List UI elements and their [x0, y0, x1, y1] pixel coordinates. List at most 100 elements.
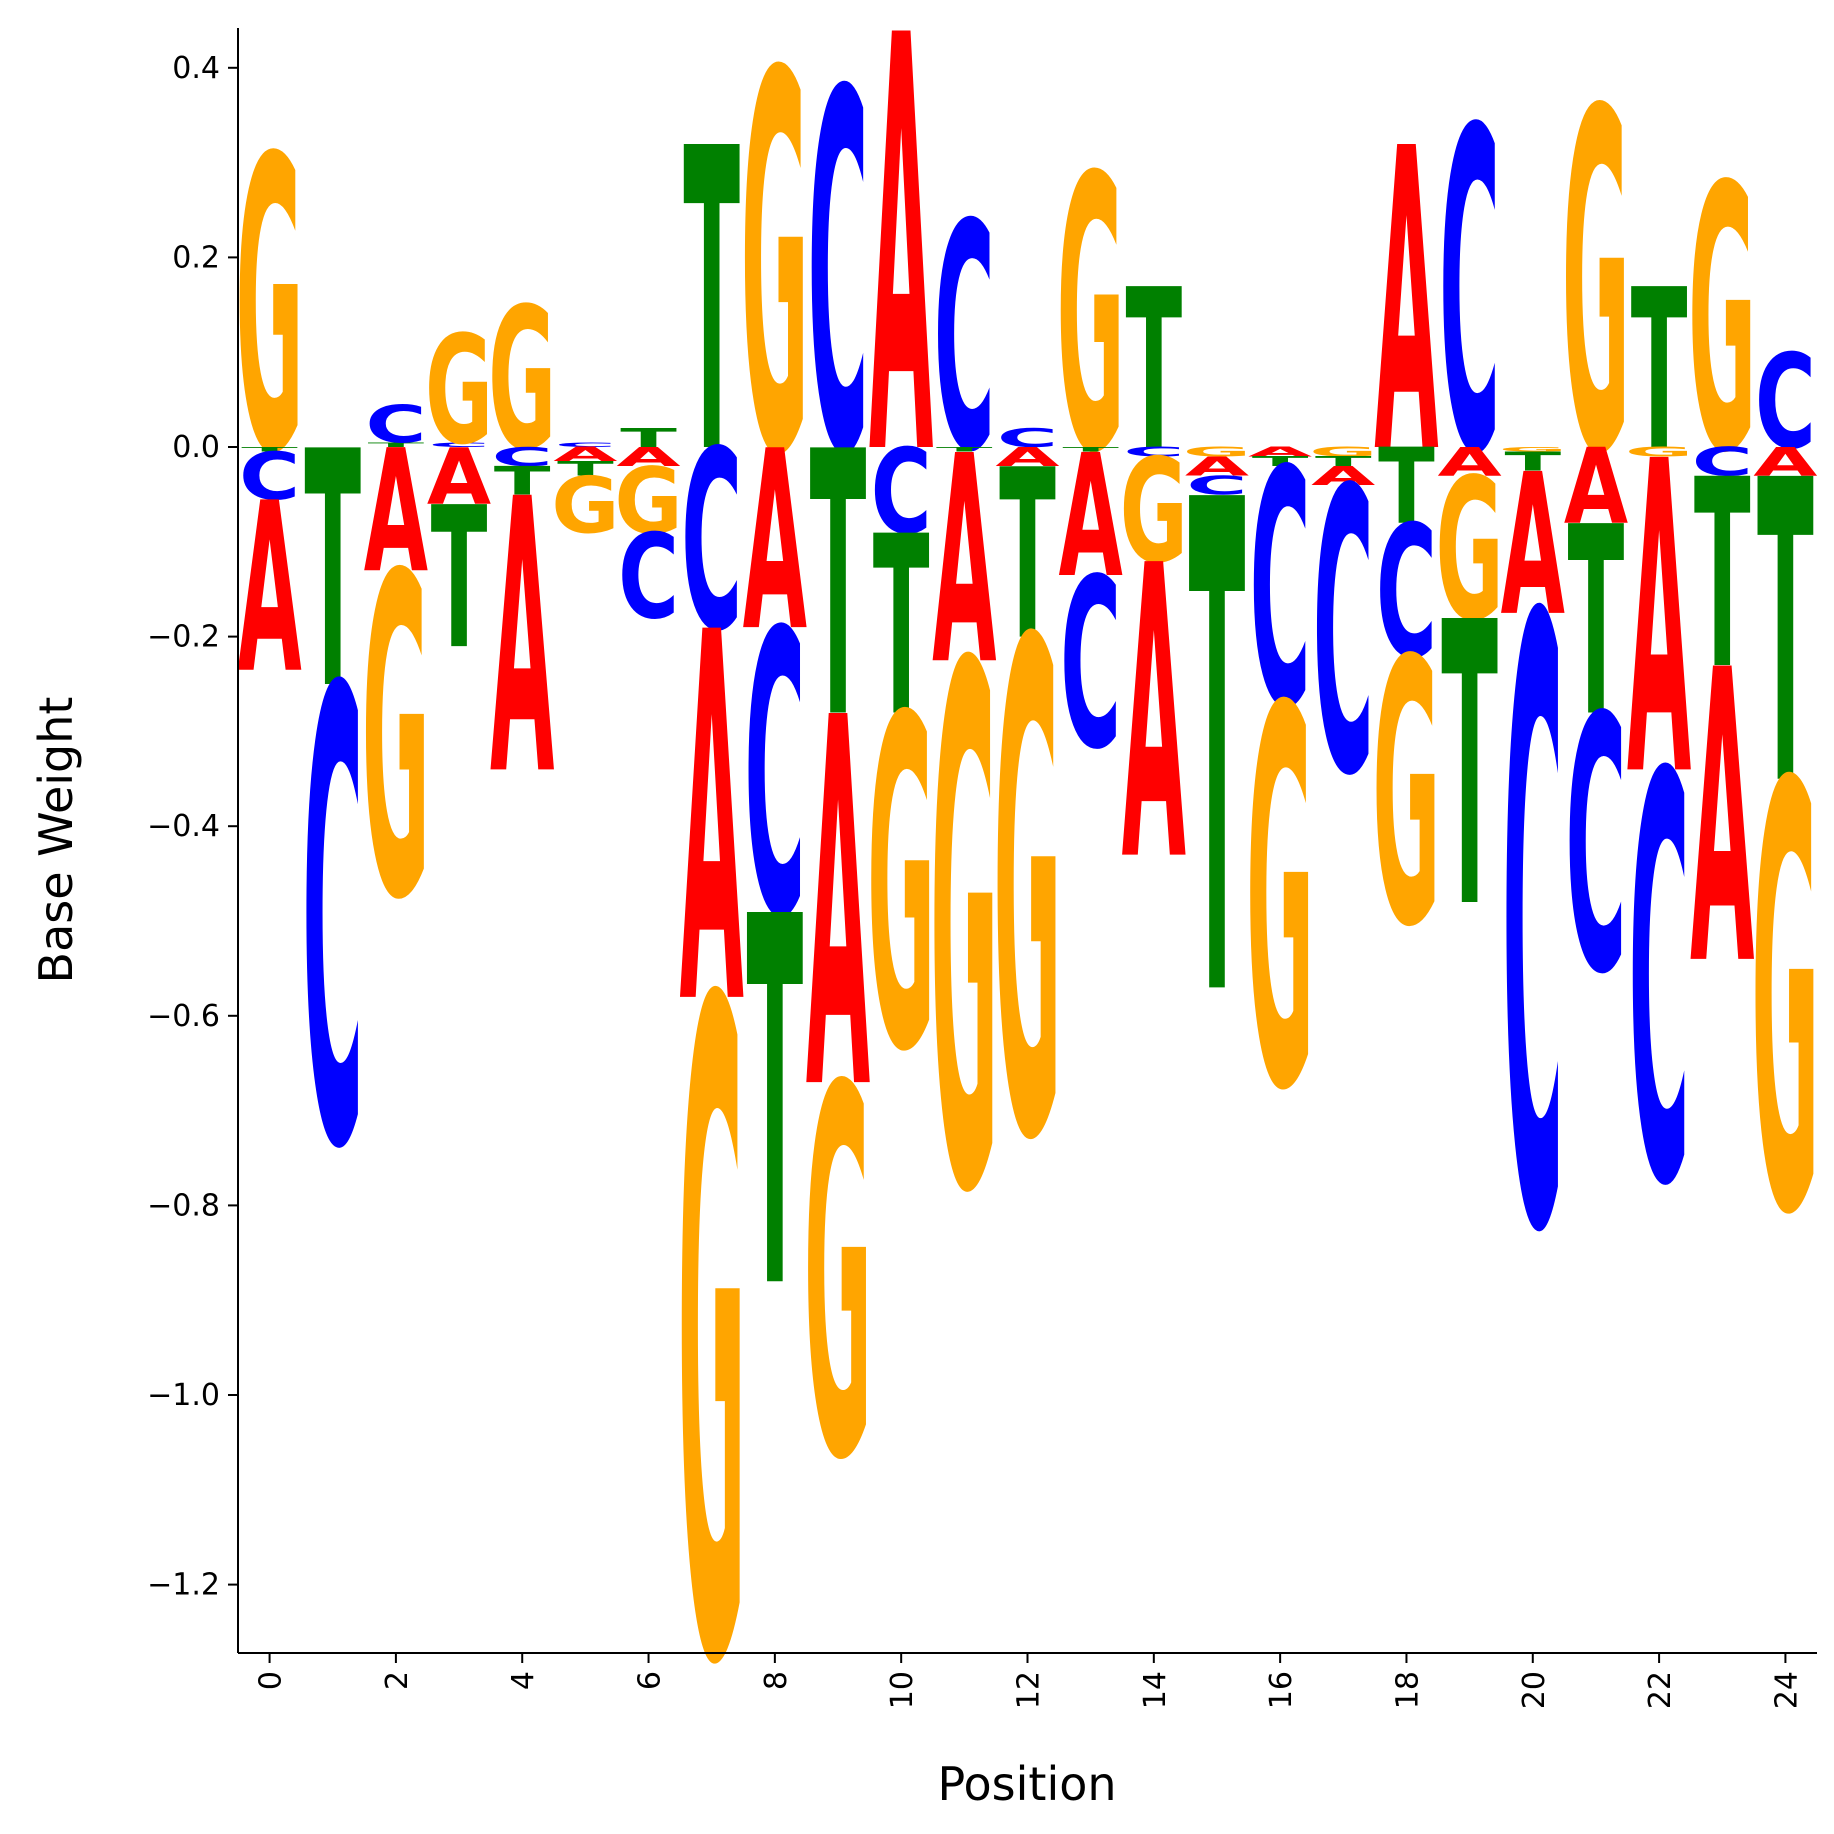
- logo-letter-C-pos-1: C: [302, 560, 363, 1286]
- logo-letter-C-pos-6: C: [618, 509, 679, 645]
- logo-letter-A-pos-11: A: [932, 395, 996, 728]
- logo-letter-A-pos-4: A: [490, 421, 555, 859]
- logo-letter-C-pos-15: C: [1187, 470, 1248, 500]
- logo-letter-T-pos-13: T: [1062, 446, 1119, 454]
- logo-letter-G-pos-8: G: [741, 0, 809, 570]
- logo-letter-C-pos-7: C: [681, 399, 742, 686]
- y-tick-label: −0.4: [147, 809, 220, 844]
- logo-letter-A-pos-18: A: [1374, 61, 1439, 545]
- logo-letter-C-pos-17: C: [1313, 410, 1374, 862]
- logo-letter-C-pos-3: C: [429, 441, 490, 449]
- logo-letter-C-pos-12: C: [997, 423, 1058, 453]
- x-tick-label: 4: [506, 1671, 541, 1690]
- logo-letter-G-pos-11: G: [930, 519, 998, 1351]
- logo-letter-A-pos-16: A: [1248, 445, 1312, 460]
- x-tick-label: 8: [759, 1671, 794, 1690]
- logo-letter-T-pos-5: T: [557, 458, 614, 481]
- logo-letter-T-pos-6: T: [620, 423, 677, 453]
- logo-letter-C-pos-0: C: [239, 439, 300, 515]
- logo-letter-G-pos-21: G: [1562, 14, 1630, 558]
- logo-letter-G-pos-17: G: [1309, 445, 1377, 460]
- logo-letter-C-pos-14: C: [1123, 445, 1184, 460]
- logo-letter-T-pos-3: T: [431, 467, 488, 693]
- logo-letter-T-pos-14: T: [1126, 243, 1183, 500]
- x-tick-label: 20: [1517, 1671, 1552, 1709]
- logo-letter-C-pos-2: C: [365, 395, 426, 455]
- x-ticks: 0 2 4 6 8 10 12 14 16 18 20 22 24: [254, 1653, 1804, 1709]
- logo-letter-C-pos-8: C: [744, 552, 805, 1004]
- logo-letter-T-pos-0: T: [241, 446, 298, 454]
- logo-letter-T-pos-19: T: [1441, 542, 1498, 994]
- x-tick-label: 6: [633, 1671, 668, 1690]
- logo-letter-G-pos-19: G: [1436, 438, 1504, 664]
- logo-letter-G-pos-14: G: [1120, 429, 1188, 595]
- logo-letter-A-pos-21: A: [1564, 428, 1628, 548]
- x-tick-label: 12: [1012, 1671, 1047, 1709]
- logo-letter-G-pos-6: G: [614, 448, 682, 555]
- logo-letter-T-pos-18: T: [1378, 428, 1435, 548]
- logo-letter-G-pos-15: G: [1183, 445, 1251, 460]
- logo-letter-T-pos-2: T: [368, 441, 425, 449]
- y-tick-label: −0.6: [147, 999, 220, 1034]
- logo-letter-C-pos-5: C: [555, 441, 616, 449]
- logo-letter-G-pos-23: G: [1688, 111, 1756, 534]
- logo-letter-C-pos-18: C: [1376, 488, 1437, 699]
- y-tick-label: −0.8: [147, 1188, 220, 1223]
- y-axis-label: Base Weight: [29, 697, 83, 984]
- logo-letter-C-pos-11: C: [934, 157, 995, 521]
- logo-letter-A-pos-15: A: [1185, 451, 1250, 481]
- logo-letter-C-pos-10: C: [871, 424, 932, 560]
- logo-letter-C-pos-21: C: [1565, 645, 1626, 1052]
- logo-letter-C-pos-4: C: [492, 442, 553, 472]
- logo-letter-C-pos-24: C: [1755, 327, 1816, 478]
- x-tick-label: 18: [1390, 1671, 1425, 1709]
- logo-letter-C-pos-19: C: [1439, 37, 1500, 551]
- logo-letter-A-pos-7: A: [680, 527, 745, 1117]
- logo-letter-G-pos-3: G: [425, 305, 493, 478]
- logo-letter-G-pos-9: G: [804, 982, 872, 1572]
- logo-letter-A-pos-9: A: [806, 612, 871, 1202]
- logo-letter-G-pos-24: G: [1751, 665, 1819, 1344]
- logo-letter-G-pos-10: G: [867, 624, 935, 1153]
- logo-letter-A-pos-3: A: [427, 431, 491, 522]
- logo-letter-A-pos-14: A: [1122, 481, 1187, 951]
- logo-letter-A-pos-17: A: [1311, 461, 1376, 491]
- x-tick-label: 24: [1769, 1671, 1804, 1709]
- logo-letter-T-pos-1: T: [304, 383, 361, 761]
- y-tick-label: −0.2: [147, 620, 220, 655]
- logo-letter-T-pos-15: T: [1189, 361, 1246, 1147]
- logo-letter-C-pos-20: C: [1502, 450, 1563, 1417]
- logo-letter-T-pos-24: T: [1757, 393, 1814, 877]
- logo-letter-T-pos-7: T: [683, 61, 740, 545]
- x-tick-label: 22: [1643, 1671, 1678, 1709]
- logo-letter-T-pos-9: T: [810, 376, 867, 799]
- y-tick-label: 0.2: [172, 240, 220, 275]
- logo-letter-G-pos-2: G: [362, 483, 430, 997]
- logo-letter-C-pos-22: C: [1629, 659, 1690, 1309]
- logo-letter-A-pos-13: A: [1059, 420, 1123, 615]
- logo-letter-A-pos-20: A: [1501, 433, 1565, 659]
- y-tick-label: −1.0: [147, 1378, 220, 1413]
- logo-letter-C-pos-13: C: [1060, 530, 1121, 802]
- logo-letter-A-pos-10: A: [869, 0, 934, 583]
- logo-letter-G-pos-12: G: [993, 504, 1061, 1290]
- x-tick-label: 16: [1264, 1671, 1299, 1709]
- logo-letter-A-pos-6: A: [616, 442, 681, 472]
- logo-letter-G-pos-4: G: [488, 267, 556, 493]
- logo-letter-A-pos-12: A: [995, 442, 1060, 472]
- logo-letter-A-pos-5: A: [553, 443, 618, 466]
- logo-letter-A-pos-23: A: [1690, 585, 1755, 1055]
- y-tick-label: 0.0: [172, 430, 220, 465]
- logo-letter-G-pos-5: G: [551, 460, 619, 551]
- logo-letter-G-pos-0: G: [236, 73, 304, 543]
- logo-letter-T-pos-4: T: [494, 459, 551, 504]
- logo-letter-G-pos-22: G: [1625, 445, 1693, 460]
- logo-letter-T-pos-21: T: [1568, 473, 1625, 775]
- x-tick-label: 10: [885, 1671, 920, 1709]
- logo-letter-G-pos-16: G: [1246, 600, 1314, 1205]
- logo-letter-A-pos-19: A: [1437, 440, 1501, 485]
- logo-letter-T-pos-16: T: [1252, 454, 1309, 469]
- logo-letter-A-pos-0: A: [237, 454, 301, 726]
- logo-letter-T-pos-10: T: [873, 485, 930, 772]
- logo-letter-T-pos-23: T: [1694, 425, 1751, 727]
